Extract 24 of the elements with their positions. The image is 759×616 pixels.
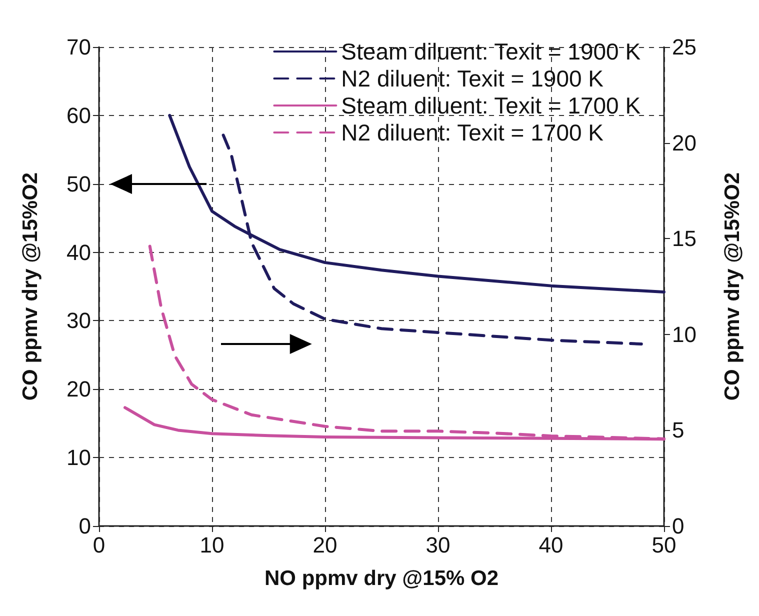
legend-label: Steam diluent: Texit = 1900 K (341, 38, 642, 64)
y2-tick-label: 15 (672, 226, 696, 252)
y2-tick-label: 20 (672, 130, 696, 156)
legend-label: N2 diluent: Texit = 1700 K (341, 120, 604, 146)
y2-tick-label: 5 (672, 418, 684, 443)
y2-axis-title: CO ppmv dry @15%O2 (721, 172, 744, 401)
y-tick-label: 30 (66, 308, 91, 334)
y-tick-label: 40 (66, 240, 91, 265)
x-tick-label: 10 (200, 532, 224, 558)
y-tick-label: 10 (66, 445, 91, 470)
legend-label: Steam diluent: Texit = 1700 K (341, 92, 642, 118)
x-axis-title: NO ppmv dry @15% O2 (264, 567, 499, 590)
y-tick-label: 60 (66, 102, 91, 128)
y-tick-label: 20 (66, 376, 91, 402)
x-tick-label: 40 (538, 532, 564, 558)
y-axis-title: CO ppmv dry @15%O2 (19, 172, 42, 401)
y2-tick-label: 25 (672, 34, 696, 60)
legend-label: N2 diluent: Texit = 1900 K (341, 66, 604, 92)
y-tick-label: 70 (66, 34, 91, 60)
y-tick-label: 0 (78, 514, 91, 538)
x-tick-label: 20 (312, 532, 338, 558)
x-tick-label: 30 (426, 532, 450, 558)
y-tick-label: 50 (66, 171, 91, 196)
y2-tick-label: 10 (672, 322, 696, 347)
